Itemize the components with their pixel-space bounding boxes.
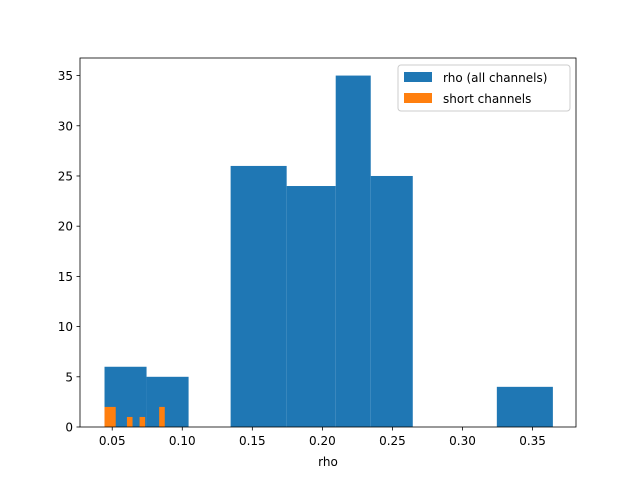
legend-swatch xyxy=(404,72,432,82)
legend-swatch xyxy=(404,93,432,103)
legend-box xyxy=(397,64,571,112)
legend-label: short channels xyxy=(443,92,531,106)
bar-short-channels-6 xyxy=(159,406,165,427)
x-tick-label: 0.30 xyxy=(449,434,476,448)
bar-short-channels-4 xyxy=(139,416,146,427)
x-axis-label: rho xyxy=(318,455,338,469)
y-tick-label: 35 xyxy=(58,69,73,83)
bar-all-channels-6 xyxy=(370,175,413,427)
bar-short-channels-0 xyxy=(104,406,116,427)
y-axis-ticks: 0 5 10 15 20 25 30 35 xyxy=(58,69,80,435)
bar-short-channels-2 xyxy=(126,416,133,427)
bar-all-channels-5 xyxy=(335,75,371,428)
x-tick-label: 0.05 xyxy=(99,434,126,448)
y-tick-label: 15 xyxy=(58,270,73,284)
y-tick-label: 0 xyxy=(65,421,73,435)
y-tick-label: 5 xyxy=(65,370,73,384)
bar-all-channels-1 xyxy=(146,376,189,427)
bar-all-channels-4 xyxy=(286,186,336,427)
x-tick-label: 0.35 xyxy=(519,434,546,448)
y-tick-label: 10 xyxy=(58,320,73,334)
x-axis-ticks: 0.05 0.10 0.15 0.20 0.25 0.30 0.35 xyxy=(99,427,546,448)
legend: rho (all channels) short channels xyxy=(397,64,571,112)
x-tick-label: 0.25 xyxy=(379,434,406,448)
legend-label: rho (all channels) xyxy=(443,71,547,85)
bar-all-channels-9 xyxy=(496,386,553,427)
bars-layer xyxy=(104,75,553,428)
y-tick-label: 25 xyxy=(58,169,73,183)
bar-all-channels-3 xyxy=(230,165,287,427)
axes-frame xyxy=(79,57,577,428)
y-tick-label: 20 xyxy=(58,220,73,234)
x-tick-label: 0.10 xyxy=(169,434,196,448)
x-tick-label: 0.15 xyxy=(239,434,266,448)
x-tick-label: 0.20 xyxy=(309,434,336,448)
y-tick-label: 30 xyxy=(58,119,73,133)
